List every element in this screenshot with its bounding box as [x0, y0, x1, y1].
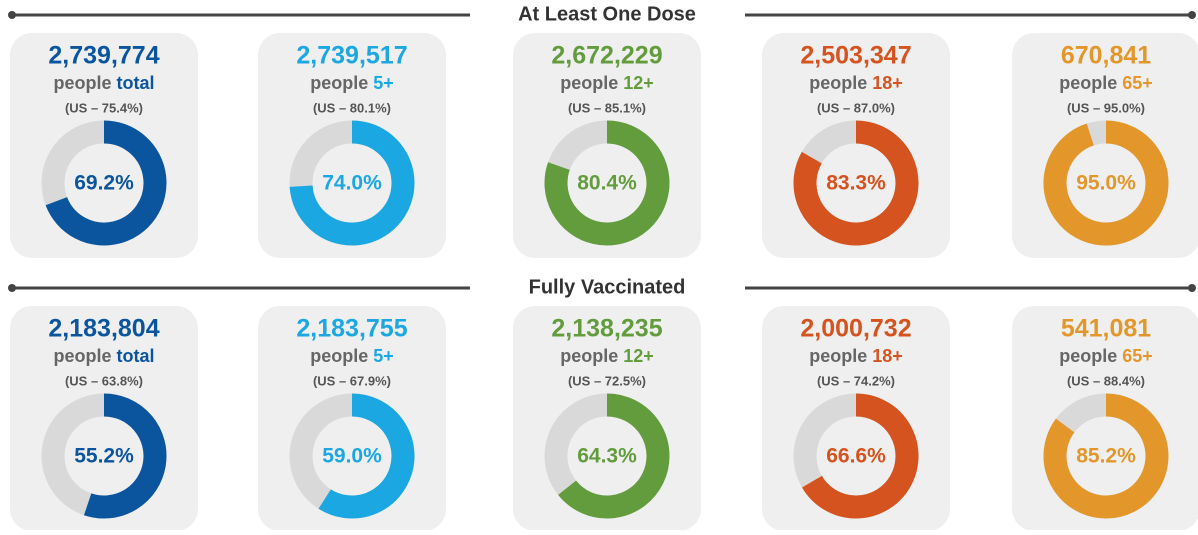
- count: 2,672,229: [551, 42, 662, 70]
- us-comparison: (US – 87.0%): [817, 100, 895, 115]
- percent-label: 83.3%: [826, 172, 886, 195]
- donut-arc: [1043, 120, 1169, 246]
- label: people: [310, 346, 368, 366]
- count: 2,739,774: [48, 42, 159, 70]
- label: people: [809, 346, 867, 366]
- count: 2,503,347: [800, 42, 911, 70]
- people-label: people 65+: [1059, 73, 1153, 93]
- percent-label: 64.3%: [577, 445, 637, 468]
- section-title: At Least One Dose: [518, 3, 696, 25]
- section-title: Fully Vaccinated: [529, 276, 686, 298]
- count: 2,138,235: [551, 315, 662, 343]
- us-comparison: (US – 63.8%): [65, 373, 143, 388]
- donut-arc: [1043, 393, 1169, 519]
- percent-label: 66.6%: [826, 445, 886, 468]
- count: 2,183,755: [296, 315, 407, 343]
- donut-arc: [558, 393, 670, 519]
- label: people: [1059, 346, 1117, 366]
- group: total: [117, 346, 155, 366]
- donut-arc: [544, 120, 670, 246]
- us-comparison: (US – 85.1%): [568, 100, 646, 115]
- people-label: people 5+: [310, 346, 394, 366]
- donut-arc: [83, 393, 167, 519]
- group: 12+: [623, 346, 654, 366]
- people-label: people 18+: [809, 73, 903, 93]
- percent-label: 80.4%: [577, 172, 637, 195]
- group: 18+: [872, 73, 903, 93]
- people-label: people 65+: [1059, 346, 1153, 366]
- donut-arc: [793, 120, 919, 246]
- donut-arc: [289, 120, 415, 246]
- group: 5+: [373, 73, 394, 93]
- count: 541,081: [1061, 315, 1151, 343]
- label: people: [310, 73, 368, 93]
- count: 2,739,517: [296, 42, 407, 70]
- percent-label: 95.0%: [1076, 172, 1136, 195]
- group: 65+: [1122, 73, 1153, 93]
- group: 65+: [1122, 346, 1153, 366]
- us-comparison: (US – 80.1%): [313, 100, 391, 115]
- us-comparison: (US – 95.0%): [1067, 100, 1145, 115]
- label: people: [53, 73, 111, 93]
- us-comparison: (US – 67.9%): [313, 373, 391, 388]
- count: 2,183,804: [48, 315, 159, 343]
- percent-label: 85.2%: [1076, 445, 1136, 468]
- us-comparison: (US – 74.2%): [817, 373, 895, 388]
- people-label: people 12+: [560, 73, 654, 93]
- percent-label: 74.0%: [322, 172, 382, 195]
- label: people: [809, 73, 867, 93]
- donut-arc: [45, 120, 167, 246]
- divider-dot: [8, 284, 16, 292]
- us-comparison: (US – 72.5%): [568, 373, 646, 388]
- group: total: [117, 73, 155, 93]
- label: people: [560, 346, 618, 366]
- people-label: people total: [53, 346, 154, 366]
- people-label: people 18+: [809, 346, 903, 366]
- donut-arc: [318, 393, 415, 519]
- label: people: [1059, 73, 1117, 93]
- us-comparison: (US – 75.4%): [65, 100, 143, 115]
- divider-dot: [1188, 11, 1196, 19]
- people-label: people total: [53, 73, 154, 93]
- people-label: people 5+: [310, 73, 394, 93]
- percent-label: 59.0%: [322, 445, 382, 468]
- divider-dot: [1188, 284, 1196, 292]
- group: 18+: [872, 346, 903, 366]
- divider-dot: [8, 11, 16, 19]
- count: 2,000,732: [800, 315, 911, 343]
- percent-label: 69.2%: [74, 172, 134, 195]
- label: people: [560, 73, 618, 93]
- group: 12+: [623, 73, 654, 93]
- count: 670,841: [1061, 42, 1151, 70]
- percent-label: 55.2%: [74, 445, 134, 468]
- us-comparison: (US – 88.4%): [1067, 373, 1145, 388]
- people-label: people 12+: [560, 346, 654, 366]
- group: 5+: [373, 346, 394, 366]
- label: people: [53, 346, 111, 366]
- donut-arc: [802, 393, 919, 519]
